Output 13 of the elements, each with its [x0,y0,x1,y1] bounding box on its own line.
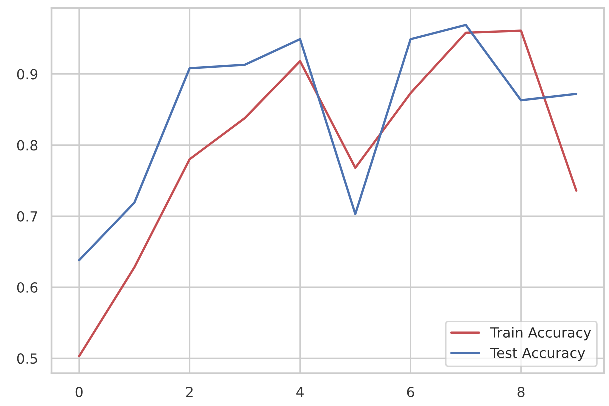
y-tick-label: 0.5 [17,354,38,364]
x-tick-label: 8 [518,386,525,398]
line-series [78,24,578,262]
legend-label: Train Accuracy [490,327,592,341]
x-tick-label: 4 [296,387,304,398]
legend-label: Test Accuracy [490,348,586,362]
y-tick-label: 0.7 [17,211,38,222]
y-tick-label: 0.9 [17,69,38,80]
y-tick-label: 0.8 [17,140,38,151]
x-tick-label: 2 [186,386,193,398]
x-tick-label: 6 [407,386,414,398]
y-tick-label: 0.6 [17,282,38,293]
x-tick-label: 0 [76,386,83,398]
